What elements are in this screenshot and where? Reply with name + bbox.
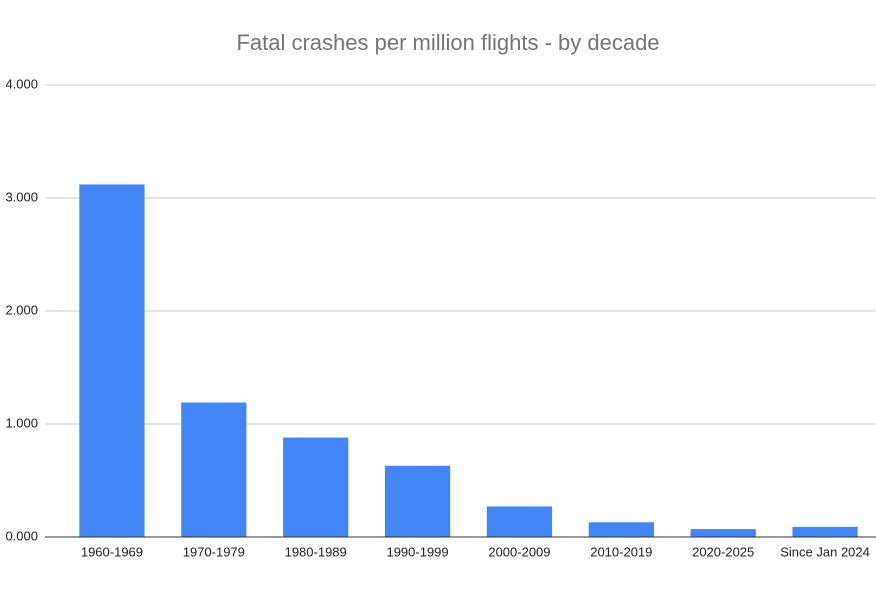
y-tick-label: 3.000 (5, 189, 38, 204)
x-tick-label: 1980-1989 (285, 544, 347, 559)
x-tick-label: Since Jan 2024 (780, 544, 870, 559)
x-tick-label: 2000-2009 (488, 544, 550, 559)
chart-title: Fatal crashes per million flights - by d… (236, 30, 659, 55)
bar (690, 529, 756, 537)
y-tick-label: 0.000 (5, 528, 38, 543)
bar (588, 522, 654, 537)
bar (283, 437, 349, 537)
bar (79, 184, 145, 537)
x-tick-label: 2020-2025 (692, 544, 754, 559)
y-tick-label: 4.000 (5, 76, 38, 91)
y-tick-label: 1.000 (5, 415, 38, 430)
bar (181, 402, 247, 537)
x-tick-label: 1990-1999 (386, 544, 448, 559)
bar (486, 506, 553, 537)
y-tick-label: 2.000 (5, 302, 38, 317)
bar (792, 526, 858, 537)
bar (384, 465, 451, 537)
x-tick-label: 1960-1969 (81, 544, 143, 559)
x-tick-label: 1970-1979 (183, 544, 245, 559)
x-tick-label: 2010-2019 (590, 544, 652, 559)
